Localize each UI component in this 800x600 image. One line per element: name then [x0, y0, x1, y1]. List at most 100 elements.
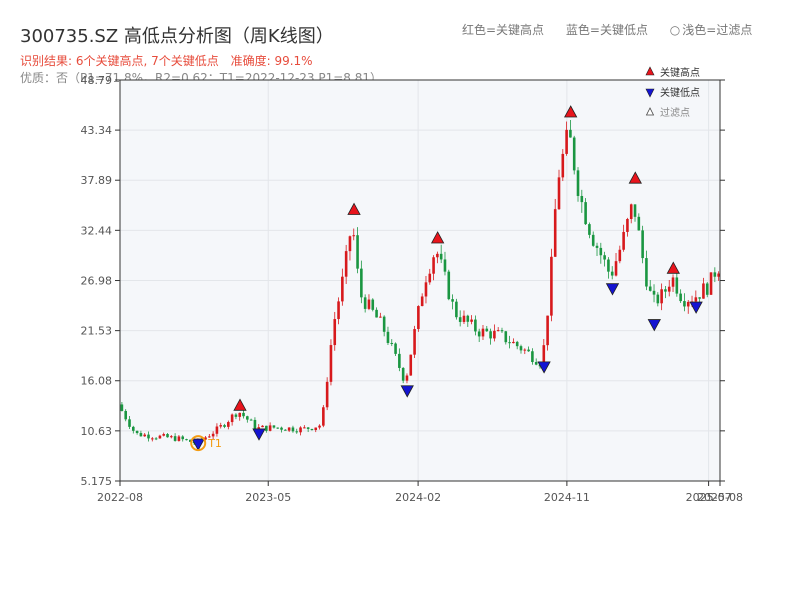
- y-tick-label: 37.89: [81, 174, 113, 187]
- candle-body: [379, 316, 382, 318]
- candle-body: [166, 434, 169, 438]
- candle-body: [329, 345, 333, 382]
- candle-body: [261, 425, 264, 428]
- candle-body: [344, 251, 348, 277]
- x-tick-label: 2022-08: [97, 491, 143, 504]
- result-line: 识别结果: 6个关键高点, 7个关键低点 准确度: 99.1%: [20, 52, 321, 69]
- candle-body: [325, 381, 329, 408]
- candle-body: [417, 306, 420, 330]
- candle-body: [550, 256, 553, 316]
- candle-body: [675, 277, 679, 294]
- candle-body: [557, 177, 561, 210]
- candle-body: [211, 433, 215, 437]
- candle-body: [542, 345, 546, 367]
- x-tick-label: 2023-05: [245, 491, 291, 504]
- candle-body: [177, 436, 181, 441]
- candle-body: [519, 346, 523, 351]
- candle-body: [348, 236, 352, 252]
- candle-body: [705, 283, 709, 295]
- candle-body: [310, 428, 314, 431]
- candle-body: [409, 354, 413, 376]
- candle-body: [238, 412, 242, 417]
- result-text: 识别结果: 6个关键高点, 7个关键低点: [20, 54, 219, 68]
- candle-body: [466, 315, 470, 322]
- candle-body: [257, 427, 261, 429]
- candle-body: [603, 255, 606, 260]
- candle-body: [637, 216, 641, 231]
- candle-body: [337, 301, 340, 320]
- candle-body: [367, 299, 371, 309]
- candle-body: [493, 330, 496, 339]
- candle-body: [356, 235, 359, 269]
- candle-body: [428, 273, 432, 283]
- candle-body: [717, 273, 720, 277]
- y-tick-label: 48.79: [81, 74, 113, 87]
- legend-low-icon: [645, 88, 655, 98]
- y-tick-label: 43.34: [81, 124, 113, 137]
- axes: 5.175 10.63 16.08 21.53 26.98 32.44 37.89 43.34…: [81, 74, 743, 504]
- candle-body: [470, 319, 473, 322]
- candle-body: [580, 195, 584, 203]
- candle-body: [572, 137, 576, 171]
- candle-body: [614, 261, 618, 276]
- candle-body: [610, 271, 614, 276]
- candle-body: [390, 342, 394, 344]
- candle-body: [242, 412, 245, 417]
- candle-body: [318, 425, 321, 428]
- key-low-marker: [689, 301, 703, 314]
- candle-body: [626, 218, 629, 232]
- candle-body: [234, 414, 238, 417]
- x-tick-label: 2025-08: [697, 491, 743, 504]
- y-tick-label: 26.98: [81, 275, 113, 288]
- candle-body: [375, 309, 378, 318]
- candle-body: [303, 427, 306, 429]
- candle-body: [420, 296, 424, 307]
- candle-body: [474, 319, 477, 332]
- candle-body: [489, 331, 492, 339]
- candle-body: [496, 330, 500, 332]
- candle-body: [398, 353, 401, 368]
- legend-red-text: 红色=关键高点: [462, 23, 545, 37]
- candle-body: [485, 328, 489, 332]
- candle-body: [439, 253, 443, 260]
- candle-body: [413, 329, 416, 355]
- candle-body: [648, 286, 652, 291]
- candle-body: [219, 425, 223, 427]
- key-low-marker: [647, 319, 661, 332]
- candle-body: [698, 297, 701, 299]
- key-high-marker: [666, 261, 680, 274]
- candle-body: [120, 404, 124, 411]
- x-tick-label: 2024-11: [544, 491, 590, 504]
- candle-body: [656, 294, 660, 304]
- key-high-marker: [347, 202, 361, 215]
- candle-body: [352, 235, 356, 237]
- candle-body: [135, 430, 139, 434]
- candle-body: [132, 426, 135, 431]
- candle-body: [527, 349, 530, 352]
- candle-body: [531, 351, 534, 363]
- key-low-marker: [252, 428, 266, 441]
- candle-body: [667, 286, 671, 292]
- candle-body: [702, 283, 705, 299]
- candle-body: [382, 316, 386, 332]
- candle-body: [268, 425, 272, 431]
- candle-body: [230, 414, 234, 423]
- candle-body: [462, 315, 466, 322]
- candle-body: [151, 438, 154, 440]
- candle-body: [607, 259, 610, 272]
- t1-ring: [190, 435, 207, 452]
- candle-body: [546, 315, 549, 346]
- candle-body: [534, 362, 538, 365]
- legend-light-text: 浅色=过滤点: [682, 23, 753, 37]
- candle-body: [447, 271, 451, 300]
- candle-body: [443, 259, 447, 272]
- key-high-marker: [233, 398, 247, 411]
- candle-body: [504, 331, 508, 343]
- candle-body: [265, 425, 268, 431]
- candle-body: [371, 299, 375, 310]
- candle-body: [458, 317, 462, 322]
- candle-body: [645, 258, 648, 287]
- candle-body: [208, 436, 211, 438]
- legend-blue-text: 蓝色=关键低点: [565, 23, 648, 37]
- candle-body: [641, 230, 644, 259]
